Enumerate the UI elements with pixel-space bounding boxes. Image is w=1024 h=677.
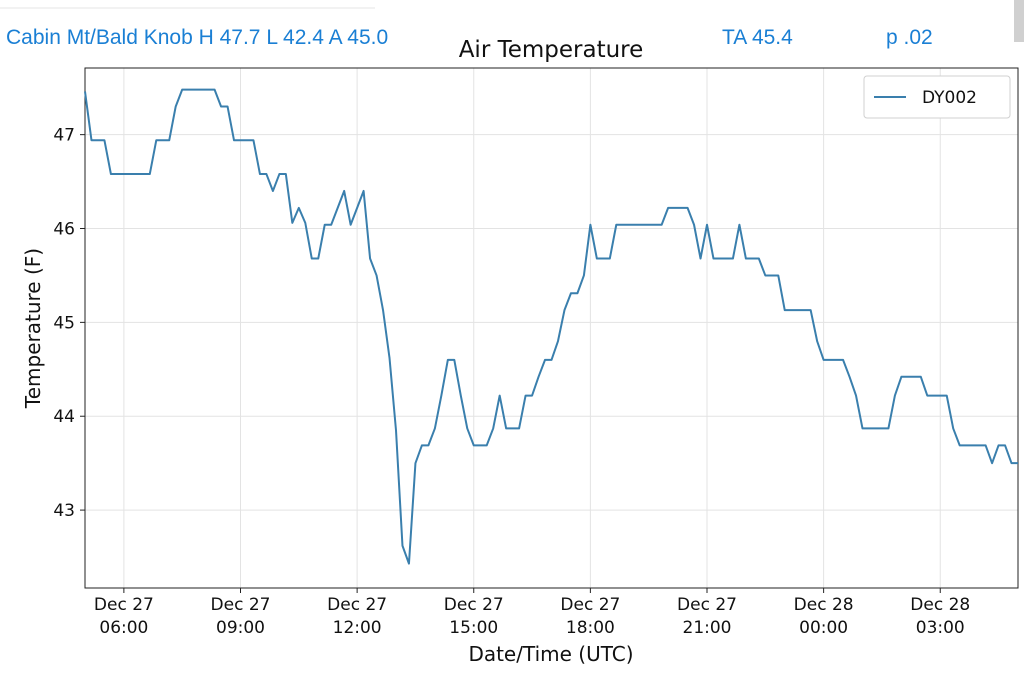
x-tick-label: Dec 27 18:00 bbox=[560, 595, 621, 638]
chart-title: Air Temperature bbox=[459, 37, 644, 63]
data-line bbox=[84, 88, 1018, 565]
station-summary: Cabin Mt/Bald Knob H 47.7 L 42.4 A 45.0 bbox=[6, 26, 389, 49]
x-tick-label: Dec 27 06:00 bbox=[93, 595, 154, 638]
legend-label: DY002 bbox=[922, 88, 977, 108]
plot-frame bbox=[84, 67, 1019, 589]
y-tick-label: 46 bbox=[53, 220, 75, 240]
x-tick-label: Dec 28 03:00 bbox=[910, 595, 971, 638]
x-tick-label: Dec 27 21:00 bbox=[677, 595, 737, 638]
y-tick-label: 45 bbox=[53, 313, 75, 333]
x-axis-label: Date/Time (UTC) bbox=[468, 642, 633, 666]
y-axis-label: Temperature (F) bbox=[21, 248, 45, 409]
x-tick-label: Dec 27 09:00 bbox=[210, 595, 271, 638]
x-tick-label: Dec 27 12:00 bbox=[327, 595, 388, 638]
y-tick-label: 47 bbox=[53, 126, 75, 146]
x-tick-label: Dec 27 15:00 bbox=[443, 595, 504, 638]
scrollbar bbox=[1014, 0, 1024, 42]
precip-value: p .02 bbox=[886, 26, 933, 49]
y-tick-label: 43 bbox=[53, 501, 75, 521]
legend-box bbox=[863, 75, 1011, 119]
ta-value: TA 45.4 bbox=[722, 26, 793, 49]
x-tick-label: Dec 28 00:00 bbox=[793, 595, 854, 638]
y-tick-label: 44 bbox=[53, 407, 75, 427]
